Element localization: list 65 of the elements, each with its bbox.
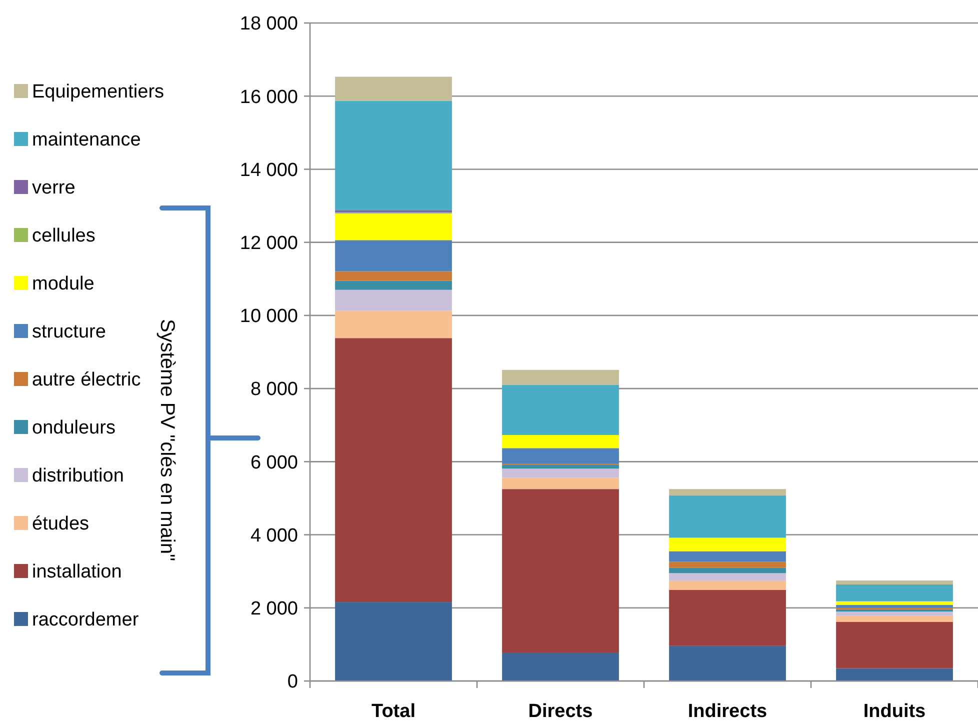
bar (335, 100, 452, 210)
bar (836, 612, 953, 616)
bar (335, 280, 452, 290)
bar (335, 213, 452, 240)
bar (335, 76, 452, 101)
bar (502, 468, 619, 478)
legend-label: autre électric (32, 370, 141, 391)
bar (335, 271, 452, 281)
bar (669, 551, 786, 562)
y-tick-label: 4 000 (250, 525, 298, 546)
legend-label: installation (32, 562, 122, 583)
bar (836, 616, 953, 622)
bar (669, 495, 786, 538)
bar (502, 370, 619, 385)
legend-label: Equipementiers (32, 82, 164, 103)
x-tick-label: Directs (528, 701, 593, 722)
legend-label: distribution (32, 466, 124, 487)
bar (335, 310, 452, 338)
bar (669, 646, 786, 681)
bar (335, 602, 452, 681)
y-tick-label: 2 000 (250, 598, 298, 620)
bar (669, 568, 786, 574)
bar (502, 448, 619, 464)
legend-label: cellules (32, 226, 96, 247)
bar (836, 604, 953, 608)
bar (335, 338, 452, 602)
bar (669, 489, 786, 496)
bar (669, 580, 786, 590)
legend-label: verre (32, 178, 76, 199)
bar (502, 464, 619, 469)
bar (669, 573, 786, 580)
bar (502, 478, 619, 490)
bar (502, 434, 619, 448)
bar (836, 584, 953, 602)
y-tick-label: 6 000 (250, 452, 298, 474)
y-tick-label: 18 000 (240, 14, 298, 35)
y-tick-label: 14 000 (240, 160, 298, 181)
x-tick-label: Indirects (688, 701, 768, 722)
bar (836, 580, 953, 584)
y-tick-label: 12 000 (240, 232, 298, 254)
legend-label: onduleurs (32, 418, 116, 439)
y-tick-label: 0 (287, 672, 298, 693)
bar (502, 489, 619, 652)
y-tick-label: 16 000 (240, 86, 298, 108)
bar (502, 384, 619, 435)
text: Système PV "clés en main" (156, 318, 178, 562)
y-tick-label: 10 000 (240, 306, 298, 328)
bar (335, 240, 452, 272)
bar (335, 290, 452, 311)
x-tick-label: Induits (863, 701, 926, 722)
legend-label: études (32, 514, 90, 535)
bar (669, 590, 786, 646)
x-tick-label: Total (372, 701, 416, 722)
legend-label: raccordemer (32, 610, 140, 631)
legend-label: maintenance (32, 130, 141, 151)
bar (836, 601, 953, 605)
y-tick-label: 8 000 (250, 379, 298, 400)
legend-label: module (32, 274, 94, 295)
legend-label: structure (32, 322, 106, 343)
bar (669, 562, 786, 568)
bar (836, 668, 953, 681)
bar (669, 538, 786, 552)
bar (502, 652, 619, 681)
bar (836, 622, 953, 668)
bar (836, 609, 953, 612)
